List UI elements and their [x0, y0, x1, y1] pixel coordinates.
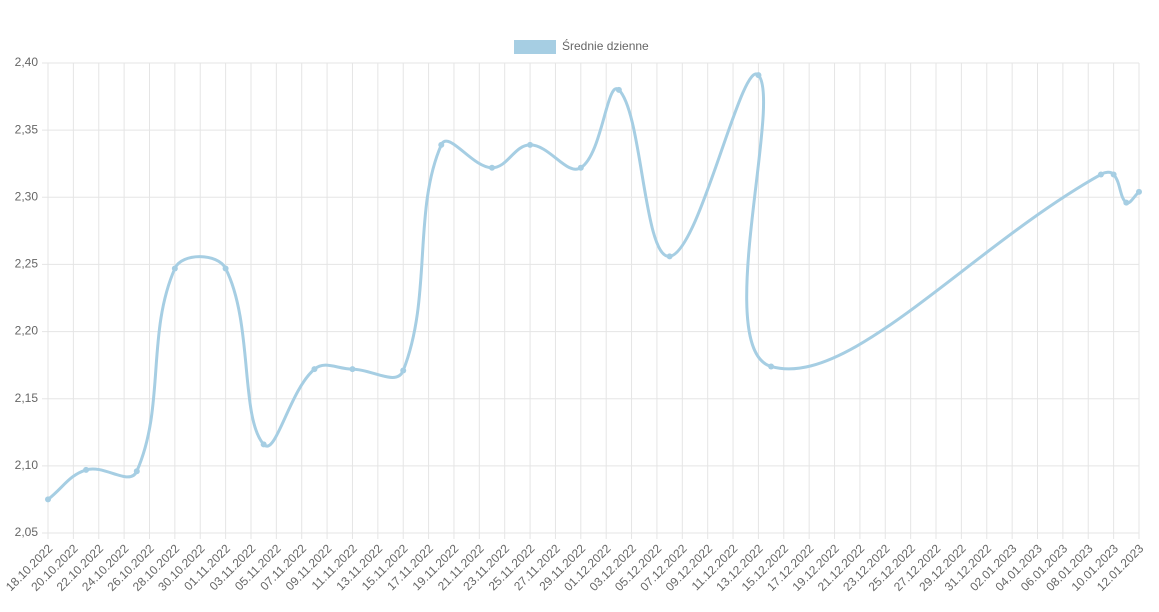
y-tick-label: 2,05 [15, 525, 39, 539]
point [755, 72, 762, 79]
point [171, 265, 178, 272]
point [222, 265, 229, 272]
point [133, 468, 140, 475]
point [1097, 171, 1104, 178]
point [768, 363, 775, 370]
y-tick-label: 2,20 [15, 324, 39, 338]
line [47, 72, 1141, 501]
point [400, 367, 407, 374]
point [577, 164, 584, 171]
y-tick-label: 2,25 [15, 257, 39, 271]
point [83, 466, 90, 473]
y-tick-label: 2,40 [15, 55, 39, 69]
point [1123, 199, 1130, 206]
point [527, 141, 534, 148]
point [45, 496, 51, 503]
point [438, 141, 445, 148]
y-tick-label: 2,15 [15, 391, 39, 405]
point [311, 366, 318, 373]
point [1136, 188, 1142, 195]
point [349, 366, 356, 373]
y-tick-label: 2,35 [15, 122, 39, 136]
point [489, 164, 496, 171]
legend-swatch [514, 40, 556, 54]
point [615, 86, 622, 93]
point [260, 441, 267, 448]
point [666, 253, 673, 260]
point [1110, 171, 1117, 178]
y-tick-label: 2,10 [15, 458, 39, 472]
y-tick-label: 2,30 [15, 189, 39, 203]
legend-label: Średnie dzienne [562, 38, 649, 53]
